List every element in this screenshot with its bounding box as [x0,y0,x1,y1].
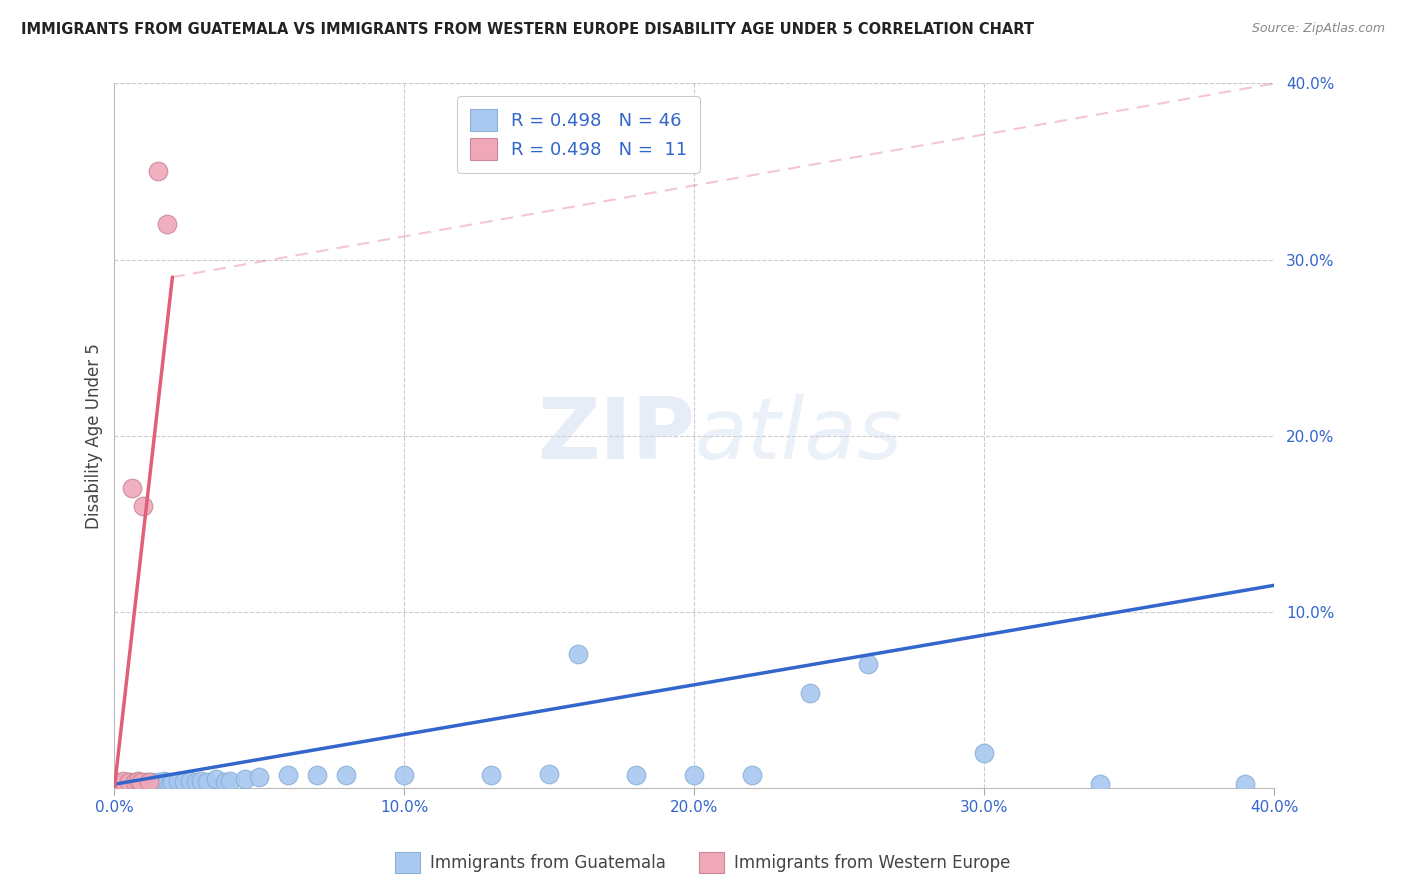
Point [973,746,995,760]
Point [121,777,143,791]
Point [138,777,160,791]
Point [184,775,207,789]
Point [190,773,212,788]
Point [481,768,503,782]
Point [121,482,143,496]
Point [249,770,271,784]
Point [132,777,155,791]
Point [152,773,174,788]
Point [129,775,152,789]
Point [277,768,299,782]
Point [132,499,155,513]
Point [159,777,181,791]
Point [146,775,169,789]
Text: ZIP: ZIP [537,394,695,477]
Point [127,777,149,791]
Point [219,773,242,788]
Point [233,772,256,786]
Point [108,779,131,793]
Point [195,775,218,789]
Point [143,777,166,791]
Point [538,766,561,780]
Point [129,779,152,793]
Point [124,779,146,793]
Point [335,768,357,782]
Point [179,773,201,788]
Point [135,775,157,789]
Point [205,772,228,786]
Point [112,773,135,788]
Point [214,775,236,789]
Point [156,217,179,231]
Legend: R = 0.498   N = 46, R = 0.498   N =  11: R = 0.498 N = 46, R = 0.498 N = 11 [457,96,700,172]
Point [858,657,880,672]
Point [741,768,763,782]
Point [149,777,172,791]
Point [141,775,163,789]
Point [124,775,146,789]
Point [1090,777,1112,791]
Text: Source: ZipAtlas.com: Source: ZipAtlas.com [1251,22,1385,36]
Point [105,777,128,791]
Point [683,768,706,782]
Point [118,775,141,789]
Point [173,775,195,789]
Legend: Immigrants from Guatemala, Immigrants from Western Europe: Immigrants from Guatemala, Immigrants fr… [388,846,1018,880]
Y-axis label: Disability Age Under 5: Disability Age Under 5 [86,343,103,529]
Point [156,775,179,789]
Point [127,773,149,788]
Point [167,773,190,788]
Point [394,768,416,782]
Point [307,768,329,782]
Text: IMMIGRANTS FROM GUATEMALA VS IMMIGRANTS FROM WESTERN EUROPE DISABILITY AGE UNDER: IMMIGRANTS FROM GUATEMALA VS IMMIGRANTS … [21,22,1033,37]
Point [626,768,648,782]
Point [1234,777,1257,791]
Point [146,164,169,178]
Point [115,779,138,793]
Point [567,647,589,661]
Point [105,775,128,789]
Point [112,777,135,791]
Point [138,775,160,789]
Text: atlas: atlas [695,394,903,477]
Point [118,775,141,789]
Point [162,775,184,789]
Point [799,686,821,700]
